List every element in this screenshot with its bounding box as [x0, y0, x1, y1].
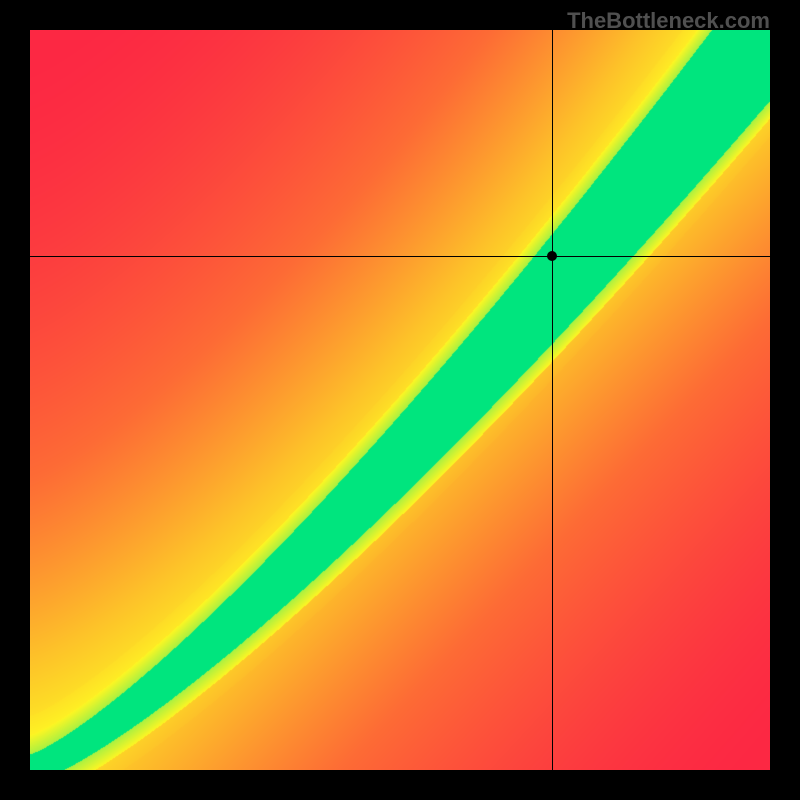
bottleneck-heatmap [30, 30, 770, 770]
crosshair-vertical [552, 30, 553, 770]
crosshair-marker [547, 251, 557, 261]
crosshair-horizontal [30, 256, 770, 257]
heatmap-canvas [30, 30, 770, 770]
watermark-text: TheBottleneck.com [567, 8, 770, 34]
